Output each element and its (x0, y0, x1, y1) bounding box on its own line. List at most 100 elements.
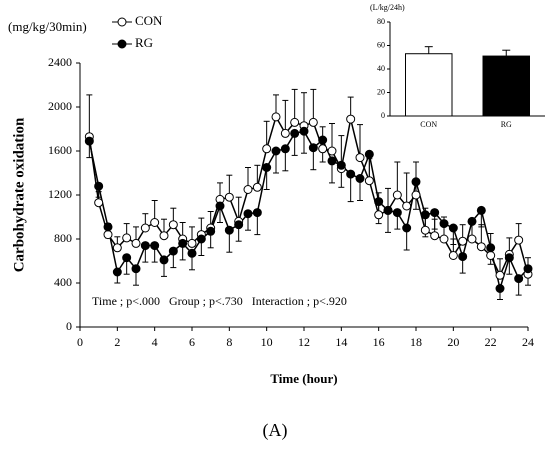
inset-y-tick-label: 0 (381, 111, 385, 120)
y-tick-label: 2400 (48, 55, 72, 69)
point (495, 284, 505, 293)
point (402, 201, 412, 211)
point (364, 149, 374, 159)
point (103, 230, 113, 240)
inset-x-tick-label: CON (420, 120, 437, 129)
point (346, 114, 356, 124)
legend-marker (117, 17, 127, 27)
point (262, 163, 272, 172)
inset-y-tick-label: 20 (377, 87, 385, 96)
point (84, 136, 94, 146)
point (486, 251, 496, 260)
point (318, 135, 328, 145)
inset-y-tick-label: 80 (377, 17, 385, 26)
point (215, 201, 225, 211)
point (392, 208, 402, 218)
point (448, 251, 458, 260)
point (290, 117, 300, 127)
legend-marker (117, 39, 127, 49)
point (187, 238, 197, 248)
y-tick-label: 0 (66, 319, 72, 333)
point (355, 153, 365, 163)
point (112, 243, 122, 253)
point (514, 235, 524, 245)
point (411, 190, 421, 200)
point (476, 242, 486, 252)
y-tick-label: 1200 (48, 187, 72, 201)
point (476, 205, 486, 215)
point (299, 126, 309, 136)
point (495, 270, 505, 280)
x-tick-label: 4 (152, 335, 158, 349)
point (280, 144, 290, 154)
point (467, 234, 477, 244)
point (159, 255, 169, 265)
y-tick-label: 2000 (48, 99, 72, 113)
point (187, 248, 197, 258)
x-tick-label: 24 (522, 335, 534, 349)
point (271, 146, 281, 156)
x-tick-label: 14 (335, 335, 347, 349)
point (392, 190, 402, 200)
point (364, 176, 374, 186)
point (467, 216, 477, 226)
x-tick-label: 22 (485, 335, 497, 349)
point (486, 243, 496, 253)
x-tick-label: 16 (373, 335, 385, 349)
inset-y-tick-label: 60 (377, 40, 385, 49)
x-label: Time (hour) (270, 371, 337, 386)
point (383, 205, 393, 215)
inset-unit: (L/kg/24h) (370, 3, 405, 12)
y-tick-label: 400 (54, 275, 72, 289)
point (94, 198, 104, 208)
y-tick-label: 1600 (48, 143, 72, 157)
point (514, 274, 524, 284)
y-label: Carbohydrate oxidation (11, 117, 27, 272)
point (439, 219, 449, 229)
point (430, 208, 440, 218)
point (103, 222, 113, 232)
x-tick-label: 20 (447, 335, 459, 349)
point (355, 174, 365, 183)
point (150, 218, 160, 227)
point (458, 252, 468, 262)
x-tick-label: 8 (226, 335, 232, 349)
y-tick-label: 800 (54, 231, 72, 245)
point (318, 144, 328, 154)
point (168, 246, 178, 256)
x-tick-label: 18 (410, 335, 422, 349)
point (458, 236, 468, 246)
point (374, 210, 384, 220)
x-tick-label: 0 (77, 335, 83, 349)
x-tick-label: 6 (189, 335, 195, 349)
inset-bar (405, 53, 453, 117)
inset-y-tick-label: 40 (377, 64, 385, 73)
point (168, 220, 178, 230)
point (439, 234, 449, 244)
point (252, 182, 262, 192)
point (420, 210, 430, 220)
point (159, 231, 169, 241)
point (308, 117, 318, 127)
legend-label: CON (135, 13, 163, 28)
point (140, 241, 150, 251)
point (262, 144, 272, 154)
point (327, 146, 337, 156)
point (336, 160, 346, 170)
point (280, 128, 290, 138)
point (523, 264, 533, 274)
point (374, 197, 384, 207)
point (234, 220, 244, 230)
point (290, 128, 300, 138)
point (94, 181, 104, 191)
point (206, 226, 216, 236)
point (150, 241, 160, 251)
annotation: Time ; p<.000 Group ; p<.730 Interaction… (92, 294, 347, 308)
point (112, 267, 122, 277)
point (252, 208, 262, 218)
point (327, 156, 337, 166)
point (430, 231, 440, 241)
legend-label: RG (135, 35, 153, 50)
inset-x-tick-label: RG (501, 120, 512, 129)
